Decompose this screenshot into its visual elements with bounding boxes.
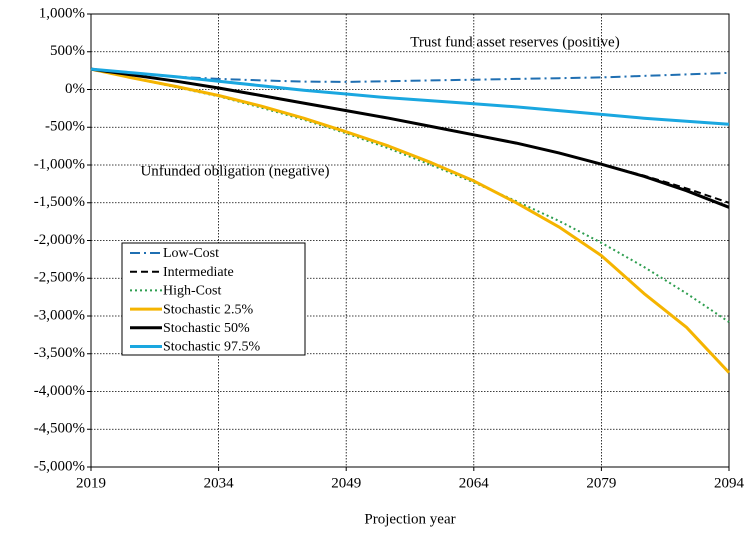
x-tick-label: 2034	[204, 475, 235, 491]
series-line	[90, 68, 730, 83]
series-line	[90, 67, 730, 209]
legend-label: Stochastic 2.5%	[163, 302, 254, 317]
y-tick-label: -500%	[45, 119, 85, 135]
annotation: Trust fund asset reserves (positive)	[410, 34, 619, 50]
y-tick-label: 1,000%	[39, 5, 85, 21]
y-tick-label: -2,500%	[34, 270, 85, 286]
x-tick-label: 2049	[331, 475, 361, 491]
legend-box	[121, 242, 306, 356]
y-tick-label: 500%	[50, 43, 85, 59]
legend-label: High-Cost	[163, 284, 221, 299]
x-tick-label: 2064	[459, 475, 490, 491]
x-tick-label: 2094	[714, 475, 745, 491]
x-tick-label: 2019	[76, 475, 106, 491]
annotation: Unfunded obligation (negative)	[140, 163, 329, 179]
x-axis-label: Projection year	[364, 511, 455, 527]
plot-frame	[90, 13, 730, 468]
legend-label: Stochastic 97.5%	[163, 340, 261, 355]
x-tick-label: 2079	[586, 475, 616, 491]
legend-label: Intermediate	[163, 265, 234, 280]
y-tick-label: -2,000%	[34, 232, 85, 248]
series-line	[90, 67, 730, 126]
series-line	[90, 68, 730, 323]
y-tick-label: -4,000%	[34, 383, 85, 399]
y-tick-label: 0%	[65, 81, 85, 97]
legend-label: Stochastic 50%	[163, 321, 250, 336]
series-line	[90, 67, 731, 374]
y-tick-label: -1,000%	[34, 156, 85, 172]
y-tick-label: -3,000%	[34, 307, 85, 323]
legend-label: Low-Cost	[163, 246, 219, 261]
y-tick-label: -1,500%	[34, 194, 85, 210]
y-tick-label: -3,500%	[34, 345, 85, 361]
y-tick-label: -4,500%	[34, 421, 85, 437]
y-tick-label: -5,000%	[34, 458, 85, 474]
